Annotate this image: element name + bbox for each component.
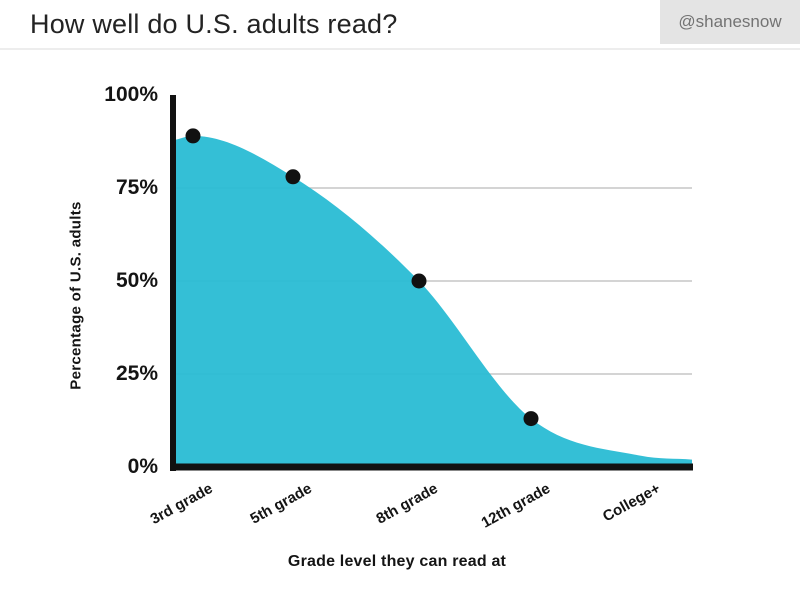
area-series bbox=[176, 135, 692, 467]
x-axis-line bbox=[170, 463, 693, 471]
y-tick-25: 25% bbox=[115, 362, 158, 385]
y-tick-50: 50% bbox=[115, 269, 158, 292]
y-axis-title: Percentage of U.S. adults bbox=[67, 201, 85, 390]
data-point-12th-grade bbox=[523, 411, 539, 427]
x-axis-title: Grade level they can read at bbox=[287, 553, 507, 570]
y-tick-100: 100% bbox=[104, 83, 158, 106]
header-divider bbox=[0, 48, 800, 50]
y-tick-0: 0% bbox=[127, 455, 158, 478]
page-title: How well do U.S. adults read? bbox=[30, 9, 398, 39]
y-tick-75: 75% bbox=[115, 176, 158, 199]
y-axis-line bbox=[170, 95, 176, 471]
author-badge: @shanesnow bbox=[660, 0, 800, 44]
data-points bbox=[185, 128, 539, 427]
data-point-3rd-grade bbox=[185, 128, 201, 144]
data-point-8th-grade bbox=[411, 273, 427, 289]
data-point-5th-grade bbox=[285, 169, 301, 185]
author-handle: @shanesnow bbox=[678, 12, 782, 31]
